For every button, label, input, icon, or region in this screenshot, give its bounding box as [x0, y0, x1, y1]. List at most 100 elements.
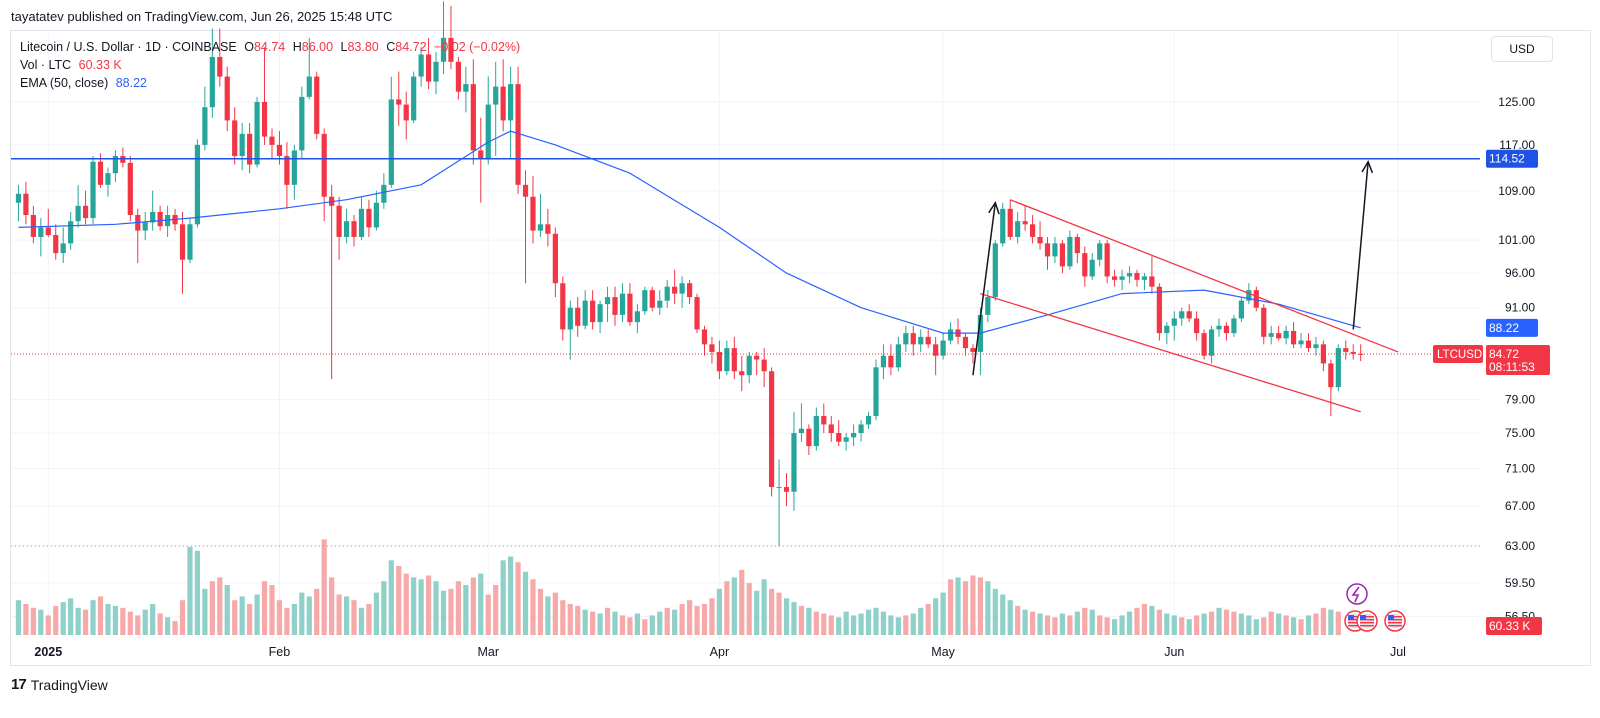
candle-body [209, 56, 215, 108]
volume-bar [202, 588, 208, 635]
candle-body [634, 311, 640, 323]
volume-bar [709, 598, 715, 635]
candle [1156, 283, 1162, 341]
candle-body [746, 355, 752, 376]
candle-body [1059, 243, 1066, 267]
currency-button[interactable]: USD [1491, 36, 1553, 62]
volume-badge: 60.33 K [1486, 617, 1542, 635]
volume-bar [1276, 613, 1282, 635]
volume-bar [306, 596, 312, 635]
candle [75, 184, 81, 228]
volume-bar [276, 600, 283, 635]
candle-body [664, 286, 670, 301]
volume-bar [485, 594, 491, 635]
candle [60, 227, 66, 264]
candle-body [314, 76, 320, 134]
candle-body [1343, 348, 1349, 352]
ticker-text: LTCUSD [1437, 349, 1482, 361]
candle-body [336, 205, 342, 237]
candle-body [686, 283, 693, 298]
candle [1350, 344, 1356, 360]
candle [798, 403, 805, 442]
candle [1194, 311, 1200, 341]
volume-bar [343, 596, 350, 635]
footer-brand[interactable]: TradingView [30, 676, 108, 693]
tradingview-logo-icon[interactable]: 17 [11, 676, 27, 693]
legend-volume-label[interactable]: Vol · LTC [20, 58, 72, 72]
candle-body [1000, 208, 1006, 244]
volume-bar [127, 611, 133, 635]
candle-body [1037, 236, 1043, 244]
candle-body [1134, 273, 1140, 280]
candle [1126, 266, 1133, 284]
x-tick-label: Feb [269, 645, 291, 659]
candle [321, 128, 327, 222]
flag-stripe [1348, 622, 1362, 624]
volume-bar [1328, 609, 1334, 635]
candle [619, 283, 626, 323]
candle-body [179, 224, 186, 260]
candle [366, 199, 372, 237]
candle-body [381, 184, 387, 203]
volume-bar [172, 621, 178, 635]
candle-body [187, 224, 193, 260]
candle-body [164, 214, 171, 227]
volume-bar [440, 590, 447, 635]
candle-body [150, 211, 156, 223]
candle [739, 355, 745, 392]
candle-body [269, 136, 275, 145]
candle-body [858, 424, 864, 434]
legend-ema-label[interactable]: EMA (50, close) [20, 76, 109, 90]
candle [105, 167, 111, 197]
candle [522, 170, 529, 284]
x-tick-label: Jun [1164, 645, 1184, 659]
candle-body [45, 227, 51, 236]
us-flag-icon [1356, 610, 1378, 632]
candle-body [530, 196, 536, 231]
candle [45, 208, 51, 237]
badge-bg [1433, 345, 1483, 364]
volume-bar [992, 588, 998, 635]
candle-body [1358, 353, 1364, 355]
us-flag-icon [1384, 610, 1406, 632]
candle [783, 473, 790, 507]
candle-body [247, 133, 253, 165]
volume-bar [418, 579, 424, 635]
candle-body [1328, 363, 1334, 388]
candle-body [1313, 344, 1319, 349]
candle-body [642, 290, 648, 312]
candle [150, 190, 156, 231]
volume-bar [403, 573, 409, 635]
volume-bar [329, 577, 335, 635]
candle [179, 211, 186, 294]
candle [515, 66, 521, 194]
candle [247, 123, 253, 174]
candle [455, 56, 462, 100]
candle-body [821, 415, 827, 425]
candle [373, 190, 379, 231]
candle [1201, 329, 1207, 360]
candle-body [851, 433, 857, 438]
legend-ema: 88.22 [115, 76, 147, 90]
volume-bar [97, 596, 104, 635]
legend-symbol[interactable]: Litecoin / U.S. Dollar · 1D · COINBASE [20, 40, 237, 54]
candle [269, 128, 275, 159]
candle-body [1067, 236, 1073, 267]
candle-body [783, 487, 790, 492]
candle [336, 196, 342, 260]
candle [343, 208, 350, 244]
candle-body [343, 221, 350, 237]
volume-bar [1186, 619, 1192, 635]
candle [30, 205, 36, 244]
candle [1223, 322, 1230, 341]
candle [448, 5, 454, 70]
volume-bar [649, 615, 655, 635]
candle-body [873, 367, 879, 416]
volume-bar [1171, 615, 1177, 635]
candle-body [60, 243, 66, 254]
candle [127, 156, 133, 222]
legend-low-label: L [340, 40, 348, 54]
candle-body [23, 193, 29, 215]
candle [865, 411, 872, 429]
